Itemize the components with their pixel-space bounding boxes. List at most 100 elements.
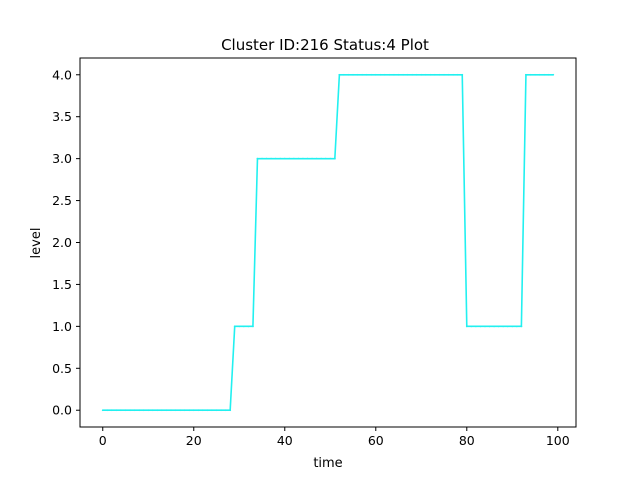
data-point: [420, 73, 423, 76]
data-point: [434, 73, 436, 76]
data-point: [397, 73, 400, 76]
data-point: [543, 73, 546, 76]
data-point: [493, 325, 495, 328]
data-point: [151, 409, 154, 412]
data-point: [288, 157, 291, 160]
x-tick-label: 0: [99, 433, 107, 448]
y-tick-label: 0.0: [52, 403, 72, 418]
y-tick-label: 2.5: [52, 193, 72, 208]
data-point: [438, 73, 441, 76]
data-point: [324, 157, 327, 160]
data-point: [479, 325, 482, 328]
data-point: [138, 409, 141, 412]
ticks-layer: 0 20 40 60 80 100 0.0 0.5 1.0 1.5 2.0 2.5 3.0 3.5 4.0: [52, 67, 570, 448]
data-point: [220, 409, 222, 412]
data-point: [110, 409, 113, 412]
data-point: [188, 409, 191, 412]
data-point: [311, 157, 313, 160]
data-point: [452, 73, 455, 76]
data-point: [233, 325, 236, 328]
y-tick-label: 3.5: [52, 109, 72, 124]
data-point: [147, 409, 150, 412]
data-point: [129, 409, 131, 412]
y-tick-label: 1.5: [52, 277, 72, 292]
data-point: [374, 73, 377, 76]
data-point: [406, 73, 409, 76]
data-point: [192, 409, 195, 412]
x-tick-label: 100: [546, 433, 570, 448]
data-point: [256, 157, 259, 160]
data-point: [133, 409, 136, 412]
data-point: [265, 157, 268, 160]
data-point: [283, 157, 286, 160]
data-point: [247, 325, 250, 328]
x-tick-label: 80: [459, 433, 475, 448]
data-point: [124, 409, 127, 412]
data-point: [206, 409, 209, 412]
data-point: [520, 325, 523, 328]
data-point: [270, 157, 273, 160]
data-point: [443, 73, 445, 76]
data-point: [120, 409, 122, 412]
data-point: [279, 157, 282, 160]
data-point: [511, 325, 514, 328]
data-point: [529, 73, 532, 76]
data-point: [506, 325, 509, 328]
data-point: [347, 73, 350, 76]
x-tick-label: 40: [277, 433, 293, 448]
data-point: [274, 157, 277, 160]
data-point: [161, 409, 163, 412]
data-point: [224, 409, 227, 412]
x-tick-label: 20: [186, 433, 202, 448]
data-point: [497, 325, 500, 328]
x-axis-label: time: [313, 456, 342, 471]
data-point: [174, 409, 177, 412]
y-tick-label: 3.0: [52, 151, 72, 166]
data-point: [252, 325, 254, 328]
series-line: [102, 73, 554, 412]
y-tick-label: 4.0: [52, 67, 72, 82]
data-point: [197, 409, 200, 412]
data-point: [470, 325, 473, 328]
data-point: [306, 157, 309, 160]
data-point: [411, 73, 414, 76]
x-tick-label: 60: [368, 433, 384, 448]
data-point: [465, 325, 468, 328]
data-point: [302, 157, 304, 160]
data-point: [525, 73, 527, 76]
data-point: [170, 409, 172, 412]
data-point: [179, 409, 182, 412]
data-point: [115, 409, 118, 412]
data-point: [183, 409, 186, 412]
data-point: [242, 325, 245, 328]
data-point: [461, 73, 464, 76]
y-tick-label: 1.0: [52, 319, 72, 334]
data-point: [320, 157, 323, 160]
data-point: [352, 73, 354, 76]
y-axis-label: level: [29, 228, 44, 259]
y-tick-label: 2.0: [52, 235, 72, 250]
data-point: [215, 409, 218, 412]
data-point: [379, 73, 382, 76]
data-point: [547, 73, 550, 76]
data-point: [429, 73, 432, 76]
data-point: [393, 73, 395, 76]
series-layer: [101, 73, 555, 412]
data-point: [456, 73, 459, 76]
data-point: [361, 73, 364, 76]
data-point: [484, 325, 486, 328]
data-point: [261, 157, 263, 160]
data-point: [229, 409, 232, 412]
data-point: [538, 73, 541, 76]
data-point: [415, 73, 418, 76]
data-point: [238, 325, 241, 328]
data-point: [447, 73, 450, 76]
data-point: [356, 73, 359, 76]
plot-frame: [79, 57, 577, 428]
data-point: [383, 73, 386, 76]
data-point: [502, 325, 505, 328]
data-point: [488, 325, 491, 328]
data-point: [211, 409, 213, 412]
data-point: [474, 325, 477, 328]
